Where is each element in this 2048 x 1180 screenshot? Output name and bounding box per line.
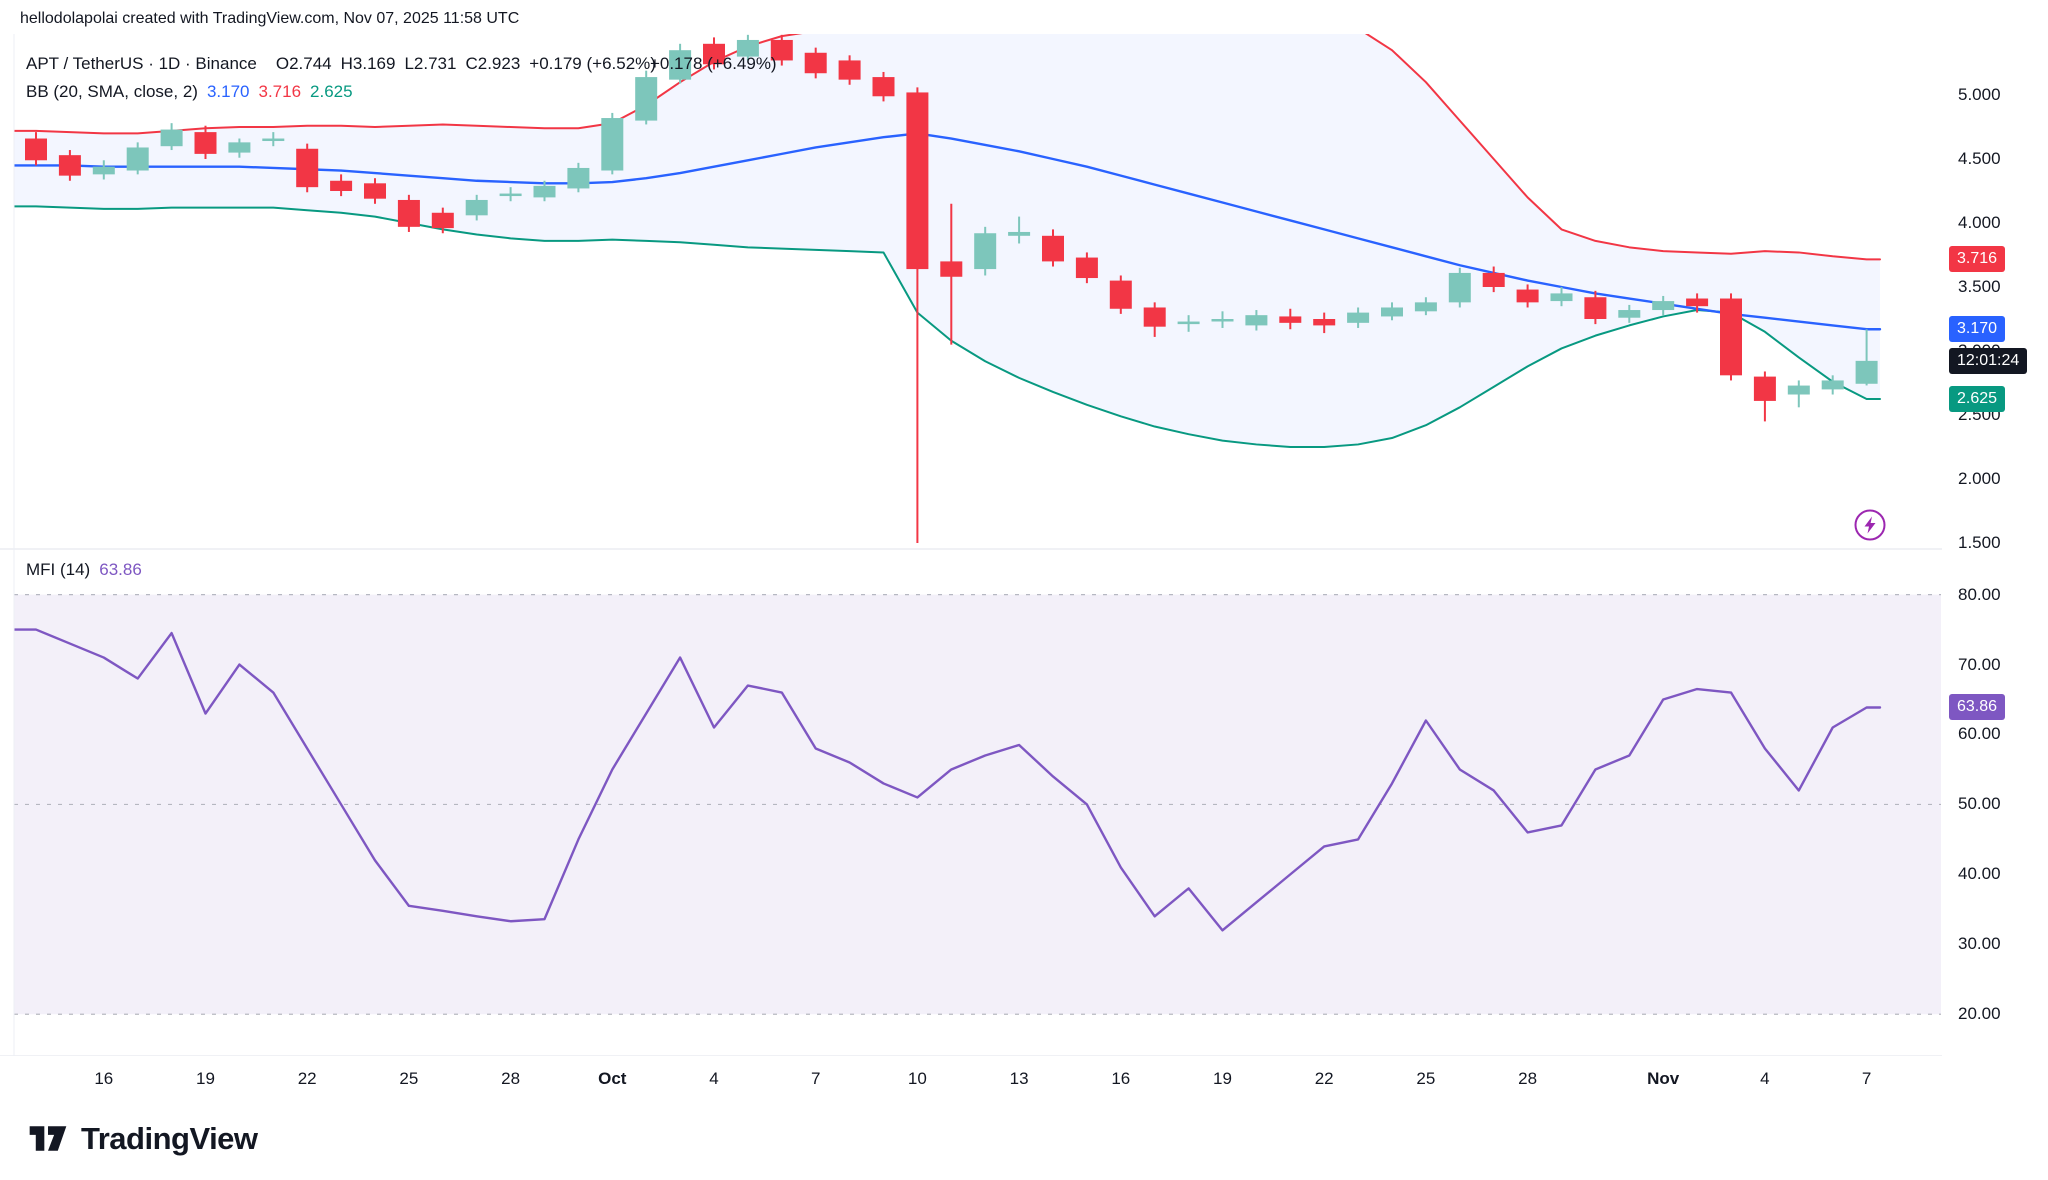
axis-tick-label: 70.00 [1958,654,2001,674]
time-tick-label: 28 [501,1069,521,1088]
bb-lower-value: 2.625 [310,82,353,101]
lightning-button[interactable] [1853,508,1887,542]
time-tick-label: 22 [297,1069,317,1088]
ohlc-close: C2.923 [465,54,521,73]
axis-tick-label: 30.00 [1958,934,2001,954]
price-change-artifact: +0.178 (+6.49%) [649,54,777,73]
time-tick-label: 25 [1416,1069,1436,1088]
axis-tick-label: 60.00 [1958,724,2001,744]
mfi-current-value: 63.86 [99,560,142,579]
symbol-title[interactable]: APT / TetherUS · 1D · Binance [26,54,257,73]
bb-upper-value: 3.716 [258,82,302,101]
axis-tick-label: 3.500 [1958,277,2001,296]
axis-tick-label: 20.00 [1958,1004,2001,1024]
axis-tick-label: 4.500 [1958,149,2001,168]
axis-tick-label: 80.00 [1958,584,2001,604]
axis-tick-label: 40.00 [1958,864,2001,884]
time-tick-label: 16 [1111,1069,1131,1088]
time-axis[interactable]: 16 19 22 25 28 Oct 4 7 10 13 16 19 22 25 28 Nov 4 7 [0,1057,2048,1103]
time-tick-label: 19 [196,1069,215,1088]
bb-lower-badge: 2.625 [1949,386,2006,412]
axis-tick-label: 4.000 [1958,213,2001,232]
time-tick-label: 19 [1213,1069,1232,1088]
lightning-icon [1854,509,1886,541]
time-tick-label: 7 [810,1069,821,1088]
time-tick-label: 16 [94,1069,114,1088]
time-tick-label: 4 [709,1069,719,1088]
axis-tick-label: 50.00 [1958,794,2001,814]
tradingview-logo-icon [29,1126,67,1151]
ohlc-open: O2.744 [275,54,332,73]
bb-legend-label[interactable]: BB (20, SMA, close, 2) [26,82,198,101]
bb-basis-badge: 3.170 [1949,316,2006,343]
symbol-legend[interactable]: APT / TetherUS · 1D · Binance O2.744 H3.… [26,54,777,74]
bb-indicator-legend[interactable]: BB (20, SMA, close, 2) 3.170 3.716 2.625 [26,82,353,102]
axis-tick-label: 1.500 [1958,533,2001,552]
price-axis[interactable]: 5.0004.5004.0003.5003.0002.5002.0001.500… [1942,0,2048,1056]
mfi-legend-label[interactable]: MFI (14) [26,560,91,579]
bb-basis-value: 3.170 [206,82,250,101]
time-tick-label: 25 [399,1069,419,1088]
tradingview-logo-text: TradingView [81,1120,258,1156]
time-tick-label: Oct [598,1069,627,1088]
ohlc-low: L2.731 [404,54,457,73]
chart-canvas[interactable] [0,0,2048,1056]
axis-tick-label: 2.000 [1958,469,2001,488]
mfi-value-badge: 63.86 [1949,694,2006,721]
time-tick-label: 13 [1009,1069,1029,1088]
tradingview-footer-link[interactable]: TradingView [26,1120,258,1157]
price-change: +0.179 (+6.52%) [529,54,656,73]
ohlc-high: H3.169 [340,54,396,73]
mfi-indicator-legend[interactable]: MFI (14) 63.86 [26,560,142,580]
bb-upper-badge: 3.716 [1949,246,2006,273]
time-tick-label: 10 [907,1069,927,1088]
time-tick-label: 7 [1861,1069,1872,1088]
attribution-text: hellodolapolai created with TradingView.… [20,10,520,27]
time-tick-label: 4 [1760,1069,1770,1088]
axis-tick-label: 5.000 [1958,85,2001,104]
time-tick-label: 22 [1314,1069,1334,1088]
countdown-badge: 12:01:24 [1949,347,2028,374]
time-tick-label: Nov [1647,1069,1680,1088]
time-tick-label: 28 [1518,1069,1538,1088]
